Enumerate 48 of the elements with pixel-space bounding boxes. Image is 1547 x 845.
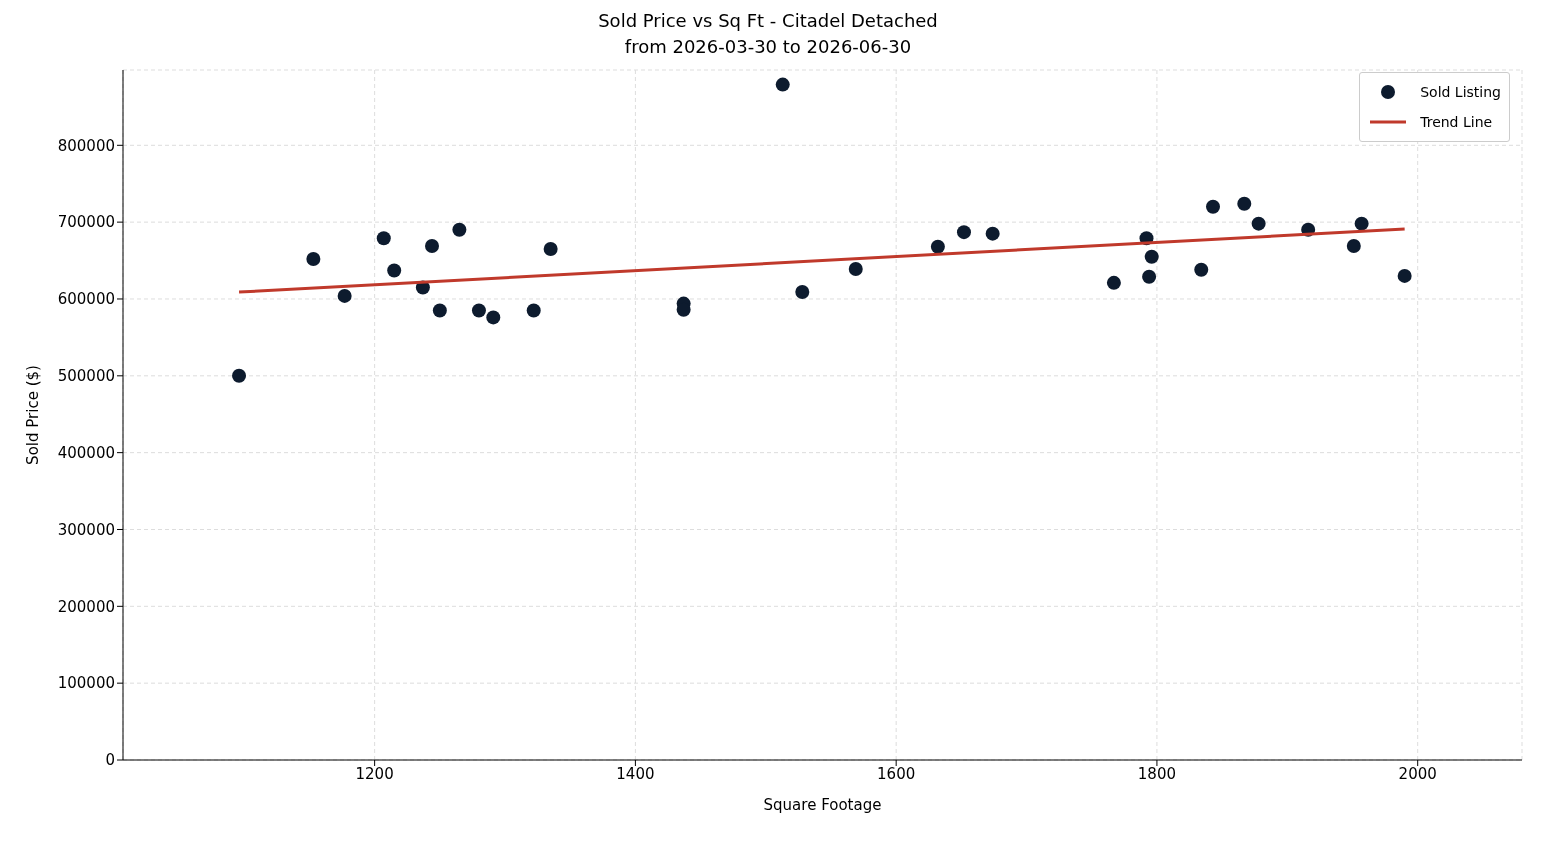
point [526,303,541,318]
legend-label: Trend Line [1420,114,1493,130]
point [432,303,447,318]
point [471,303,486,318]
y-axis-title: Sold Price ($) [24,365,43,465]
point [1106,275,1121,290]
point [1205,199,1220,214]
point [930,239,945,254]
x-tick-label: 1400 [616,764,655,783]
point [956,225,971,240]
point [1354,216,1369,231]
x-axis-title: Square Footage [763,796,882,814]
y-tick-label: 600000 [57,290,115,309]
x-tick-label: 1800 [1137,764,1177,783]
point [848,262,863,277]
y-tick-label: 800000 [57,136,115,155]
x-tick-label: 2000 [1398,764,1437,783]
point [337,288,352,303]
point [306,252,321,267]
chart-title: Sold Price vs Sq Ft - Citadel Detached [597,9,939,33]
y-tick-label: 200000 [57,597,115,616]
y-tick-label: 400000 [57,443,115,462]
x-tick-label: 1200 [355,764,394,783]
y-tick-label: 700000 [57,213,115,232]
point [985,226,1000,241]
y-tick-label: 100000 [57,674,115,693]
point [387,263,402,278]
point [486,310,501,325]
point [795,285,810,300]
x-tick-label: 1600 [877,764,916,783]
point [543,242,558,257]
point [1397,268,1412,283]
point [452,222,467,237]
y-tick-label: 0 [105,751,115,770]
point [775,77,790,92]
y-tick-label: 500000 [57,367,115,386]
chart-subtitle: from 2026-03-30 to 2026-06-30 [623,35,913,59]
point [1346,238,1361,253]
point [1142,269,1157,284]
point [425,238,440,253]
point [1144,249,1159,264]
point [376,231,391,246]
point [1251,216,1266,231]
legend-label: Sold Listing [1420,84,1501,100]
point [1194,262,1209,277]
point [1237,196,1252,211]
y-tick-label: 300000 [57,520,115,539]
point [232,368,247,383]
